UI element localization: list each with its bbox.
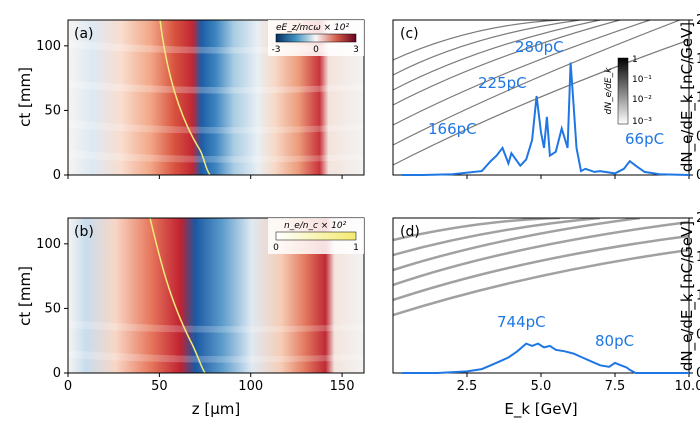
xtick-label-1-2: 100 — [238, 379, 263, 394]
colorbar-a-title: eE_z/mcω × 10² — [276, 23, 349, 33]
panel-label-d: (d) — [400, 224, 420, 240]
ylabel-c: dN_e/dE_k [nC/GeV] — [678, 22, 697, 172]
ytick-label-2-2: 1.0 — [696, 91, 700, 106]
axes-frame-a — [67, 19, 365, 176]
xtick-label-1-1: 50 — [151, 379, 168, 394]
xtick-label-1-3: 150 — [330, 379, 355, 394]
panel-d: (d) 744pC 80pC — [392, 217, 690, 374]
ytick-label-2-1: 0.5 — [696, 129, 700, 144]
panel-c: (c) dN_e/dE_k 1 10⁻¹ 10⁻² 10⁻³ 166pC 225… — [392, 19, 690, 176]
spectrum-line-3-0 — [401, 342, 689, 374]
xtick-label-3-0: 2.5 — [457, 379, 478, 394]
xtick-label-3-2: 7.5 — [605, 379, 626, 394]
panel-label-b: (b) — [74, 224, 94, 240]
xlabel-b: z [μm] — [192, 400, 241, 418]
inset-colorbar-c: dN_e/dE_k 1 10⁻¹ 10⁻² 10⁻³ — [604, 55, 652, 127]
chart-marks: 0501000501001500501000.00.51.01.52.02.55… — [36, 13, 700, 394]
ytick-label-1-1: 50 — [44, 301, 61, 316]
colorbar-a: eE_z/mcω × 10² -3 0 3 — [268, 20, 364, 56]
ytick-label-2-4: 2.0 — [696, 13, 700, 28]
annotation-80pc: 80pC — [595, 332, 634, 350]
ytick-label-1-0: 0 — [53, 366, 61, 381]
ytick-label-3-0: 0.0 — [696, 366, 700, 381]
colorbar-b-title: n_e/n_c × 10² — [284, 221, 347, 231]
panel-a: (a) eE_z/mcω × 10² -3 0 3 — [67, 19, 365, 176]
ytick-label-0-1: 50 — [44, 103, 61, 118]
axes-frame-b — [67, 217, 365, 374]
annotation-166pc: 166pC — [428, 120, 477, 138]
colorbar-b-tick-1: 1 — [353, 243, 359, 253]
ylabel-a: ct [mm] — [16, 67, 34, 127]
ytick-label-2-0: 0.0 — [696, 168, 700, 183]
field-stripes-b — [68, 320, 364, 363]
phase-space-arcs-d — [393, 218, 689, 317]
inset-tick-0: 1 — [632, 55, 638, 65]
inset-colorbar-title: dN_e/dE_k — [604, 67, 614, 114]
xtick-label-1-0: 0 — [64, 379, 72, 394]
inset-tick-2: 10⁻² — [632, 95, 652, 105]
ytick-label-2-3: 1.5 — [696, 52, 700, 67]
ytick-label-3-1: 0.5 — [696, 327, 700, 342]
inset-tick-3: 10⁻³ — [632, 117, 652, 127]
ylabel-b: ct [mm] — [16, 266, 34, 326]
panel-label-c: (c) — [400, 26, 419, 42]
annotation-66pc: 66pC — [625, 130, 664, 148]
annotation-744pc: 744pC — [497, 313, 546, 331]
ytick-label-0-2: 100 — [36, 39, 61, 54]
colorbar-a-tick-2: 3 — [353, 45, 359, 55]
xtick-label-3-1: 5.0 — [531, 379, 552, 394]
panel-label-a: (a) — [74, 26, 94, 42]
colorbar-b-tick-0: 0 — [273, 243, 279, 253]
ytick-label-3-2: 1.0 — [696, 289, 700, 304]
annotation-225pc: 225pC — [478, 74, 527, 92]
ytick-label-3-3: 1.5 — [696, 250, 700, 265]
plasma-boundary-b — [149, 218, 206, 373]
ytick-label-0-0: 0 — [53, 168, 61, 183]
ylabel-d: dN_e/dE_k [nC/GeV] — [678, 221, 697, 371]
colorbar-a-tick-1: 0 — [313, 45, 319, 55]
spectrum-line-2-0 — [401, 62, 690, 176]
ytick-label-1-2: 100 — [36, 237, 61, 252]
inset-tick-1: 10⁻¹ — [632, 75, 652, 85]
plasma-boundary-a — [159, 20, 211, 175]
panel-b: (b) n_e/n_c × 10² 0 1 — [67, 217, 365, 374]
colorbar-b: n_e/n_c × 10² 0 1 — [268, 218, 364, 254]
phase-space-arcs-c — [393, 20, 689, 166]
annotation-280pc: 280pC — [515, 38, 564, 56]
ytick-label-3-4: 2.0 — [696, 211, 700, 226]
xtick-label-3-3: 10.0 — [675, 379, 700, 394]
colorbar-a-tick-0: -3 — [272, 45, 281, 55]
xlabel-d: E_k [GeV] — [504, 400, 577, 419]
